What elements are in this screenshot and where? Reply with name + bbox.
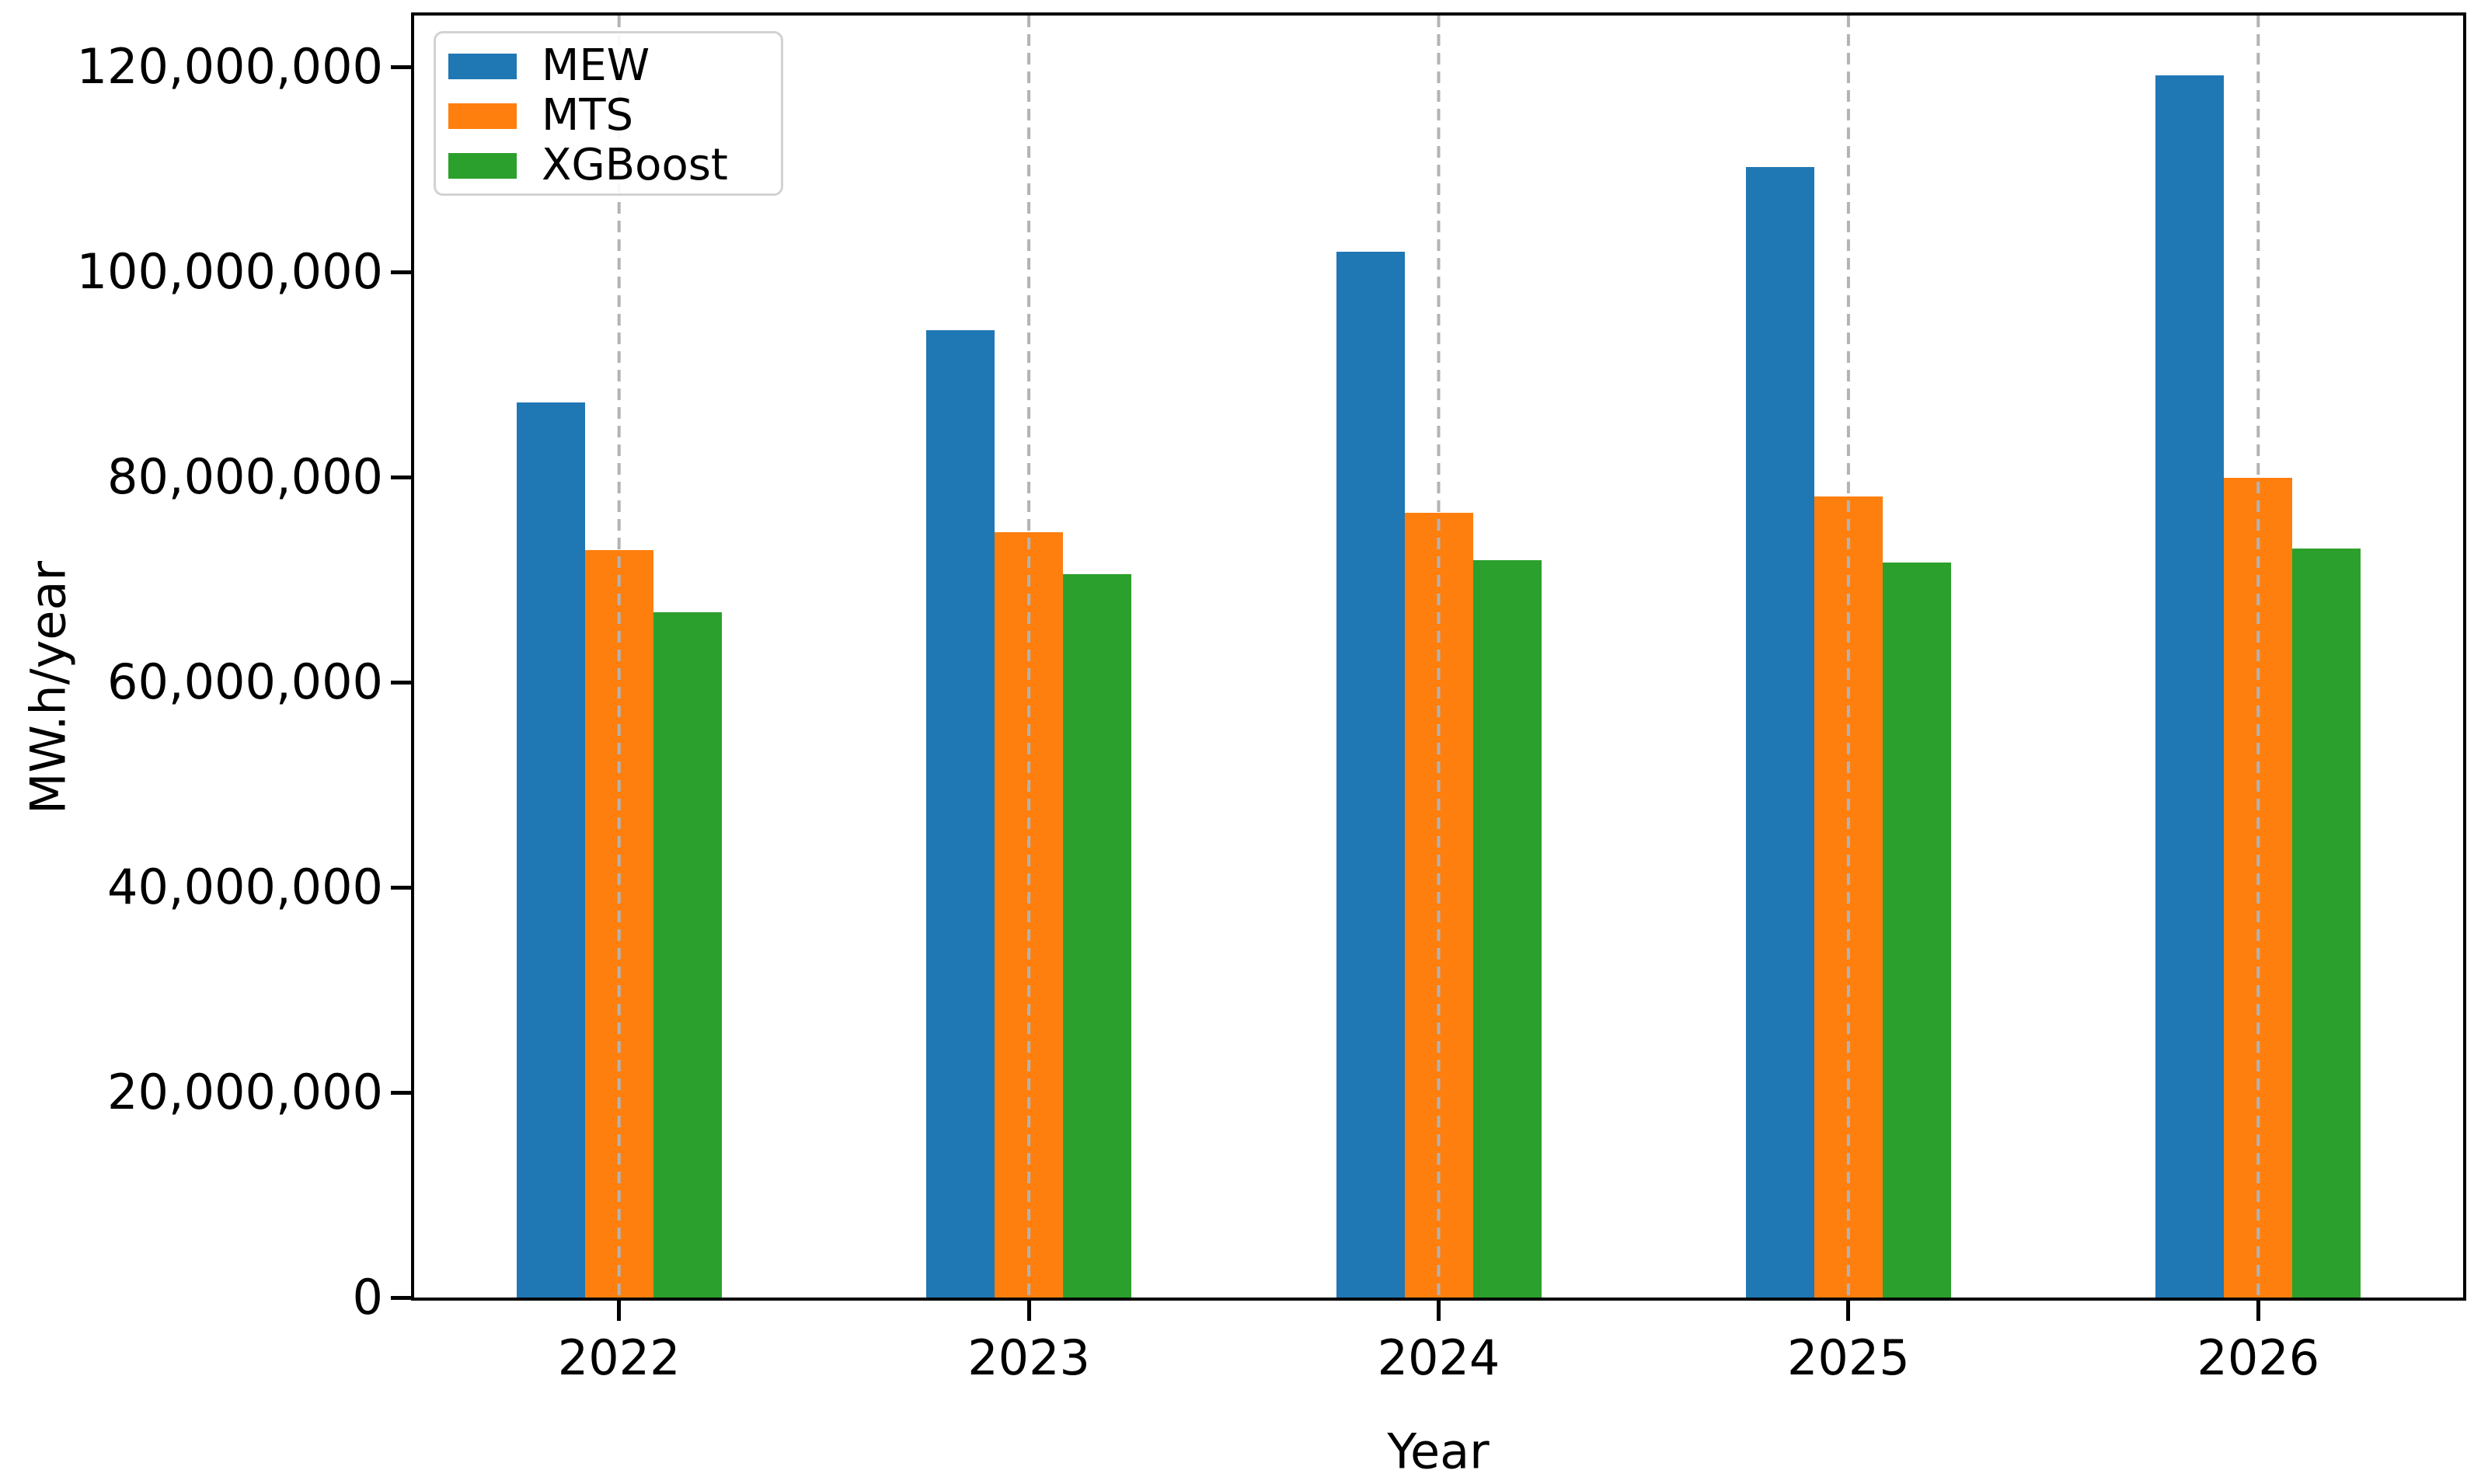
bar-xgboost-2023 <box>1063 574 1132 1298</box>
x-tick-2022 <box>617 1301 622 1321</box>
y-tick-60000000 <box>391 680 411 685</box>
x-axis-label: Year <box>1387 1423 1490 1480</box>
legend-item-xgboost: XGBoost <box>448 141 781 190</box>
y-tick-100000000 <box>391 270 411 274</box>
bar-xgboost-2024 <box>1472 559 1542 1298</box>
y-tick-80000000 <box>391 475 411 479</box>
y-tick-label: 0 <box>352 1269 383 1325</box>
x-tick-label-2026: 2026 <box>2197 1329 2320 1386</box>
x-tick-2023 <box>1026 1301 1031 1321</box>
x-tick-2025 <box>1846 1301 1851 1321</box>
bar-mew-2025 <box>1745 167 1814 1298</box>
legend-swatch-mew <box>448 53 517 79</box>
x-tick-2026 <box>2256 1301 2260 1321</box>
bar-mts-2024 <box>1404 513 1473 1298</box>
bar-mts-2023 <box>995 532 1064 1298</box>
x-tick-2024 <box>1437 1301 1441 1321</box>
y-tick-20000000 <box>391 1090 411 1095</box>
y-tick-label: 100,000,000 <box>76 243 383 300</box>
x-tick-label-2025: 2025 <box>1786 1329 1910 1386</box>
bar-mew-2024 <box>1336 251 1405 1298</box>
y-tick-label: 60,000,000 <box>107 653 383 710</box>
bar-xgboost-2025 <box>1882 562 1951 1298</box>
bar-mts-2025 <box>1814 496 1883 1298</box>
y-tick-label: 120,000,000 <box>76 38 383 95</box>
y-tick-label: 20,000,000 <box>107 1064 383 1120</box>
y-tick-120000000 <box>391 64 411 69</box>
plot-inner <box>414 16 2463 1298</box>
plot-area <box>411 12 2466 1301</box>
legend-item-mts: MTS <box>448 91 781 141</box>
bar-mew-2023 <box>926 330 995 1298</box>
legend-swatch-xgboost <box>448 152 517 179</box>
x-tick-label-2022: 2022 <box>557 1329 681 1386</box>
y-tick-label: 40,000,000 <box>107 859 383 915</box>
legend-label: MEW <box>542 40 650 91</box>
y-tick-label: 80,000,000 <box>107 448 383 505</box>
x-tick-label-2024: 2024 <box>1377 1329 1500 1386</box>
legend-label: MTS <box>542 90 634 141</box>
legend-item-mew: MEW <box>448 41 781 91</box>
legend-swatch-mts <box>448 103 517 129</box>
x-tick-label-2023: 2023 <box>967 1329 1090 1386</box>
y-tick-0 <box>391 1295 411 1300</box>
bar-mts-2026 <box>2224 478 2293 1298</box>
bar-xgboost-2026 <box>2292 549 2361 1298</box>
bar-mew-2022 <box>516 402 585 1298</box>
legend-label: XGBoost <box>542 140 728 190</box>
legend: MEW MTS XGBoost <box>434 31 783 196</box>
y-tick-40000000 <box>391 885 411 890</box>
bar-mew-2026 <box>2155 75 2225 1298</box>
bar-mts-2022 <box>584 549 653 1298</box>
bar-xgboost-2022 <box>653 612 722 1298</box>
